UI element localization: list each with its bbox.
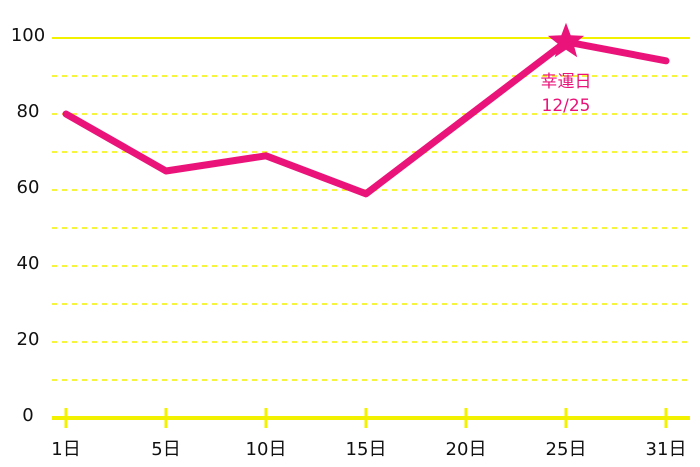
x-tick-label: 25日 [546,439,587,460]
y-tick-label: 60 [17,177,40,198]
x-tick-label: 20日 [446,439,487,460]
annotation: 幸運日 [541,72,592,92]
y-tick-label: 20 [17,329,40,350]
x-tick-label: 5日 [151,439,180,460]
y-tick-label: 40 [17,253,40,274]
x-tick-label: 31日 [646,439,687,460]
x-tick-label: 10日 [246,439,287,460]
annotation: 12/25 [542,96,591,116]
line [62,38,670,198]
y-tick-label: 80 [17,101,40,122]
x-tick-label: 1日 [51,439,80,460]
highlight-star [547,22,585,58]
y-tick-label: 0 [22,405,33,426]
y-tick-label: 100 [11,25,45,46]
x-tick-label: 15日 [346,439,387,460]
